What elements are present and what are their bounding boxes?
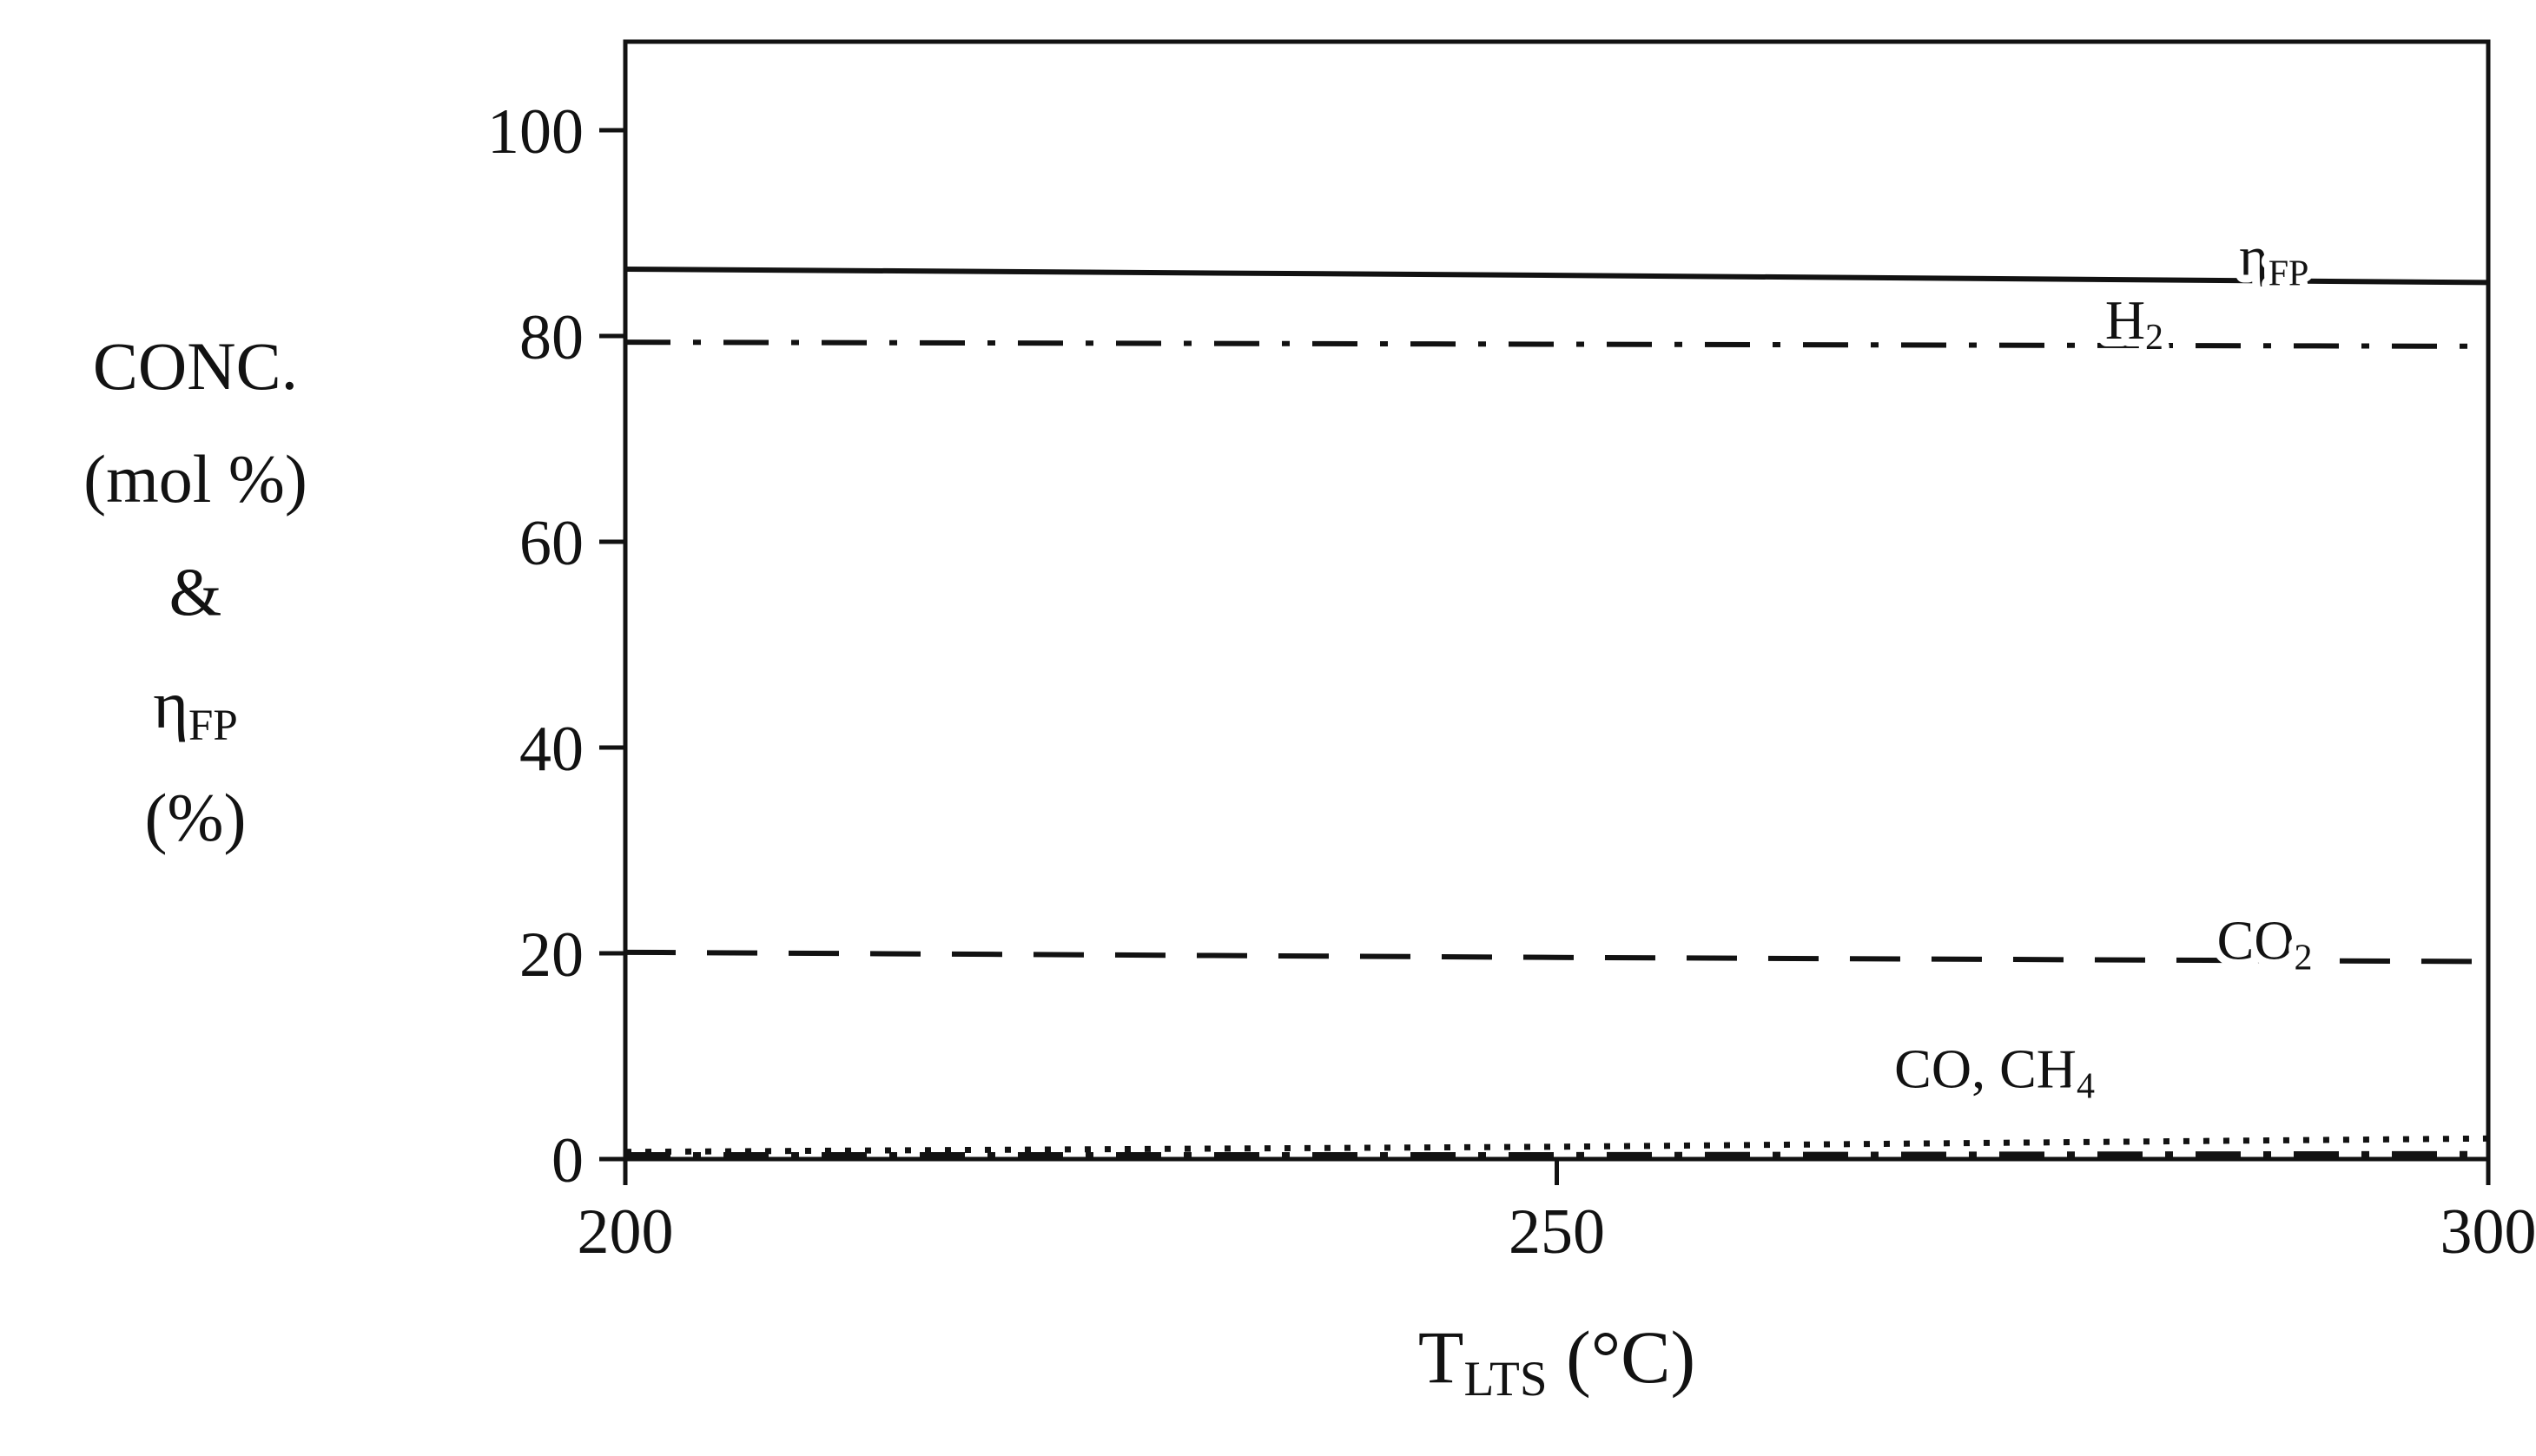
- y-tick-label: 60: [519, 508, 584, 579]
- x-axis-label: TLTS (°C): [1418, 1315, 1695, 1407]
- y-tick-label: 80: [519, 302, 584, 373]
- y-tick-label: 0: [551, 1125, 584, 1196]
- series-label-CO2: CO2: [2217, 910, 2313, 978]
- series-label-H2: H2: [2105, 289, 2163, 358]
- y-axis-label-line: &: [169, 554, 222, 629]
- series-line-eta_FP: [625, 269, 2488, 282]
- y-tick-label: 20: [519, 919, 584, 991]
- y-axis-label-line: CONC.: [93, 328, 298, 404]
- y-axis-label-line: (%): [145, 780, 247, 855]
- series-label-eta_FP: ηFP: [2239, 226, 2308, 294]
- y-axis-label-line: ηFP: [153, 667, 238, 750]
- series-label-CH4: CO, CH4: [1894, 1038, 2095, 1107]
- plot-border: [625, 42, 2488, 1159]
- y-tick-label: 100: [487, 96, 584, 168]
- x-tick-label: 250: [1509, 1196, 1605, 1268]
- x-tick-label: 300: [2440, 1196, 2536, 1268]
- y-axis-label-line: (mol %): [83, 441, 307, 517]
- series-line-CO: [625, 1155, 2488, 1156]
- series-line-H2: [625, 342, 2488, 346]
- series-line-CH4: [625, 1138, 2488, 1151]
- x-tick-label: 200: [578, 1196, 674, 1268]
- y-tick-label: 40: [519, 714, 584, 785]
- series-line-CO2: [625, 952, 2488, 962]
